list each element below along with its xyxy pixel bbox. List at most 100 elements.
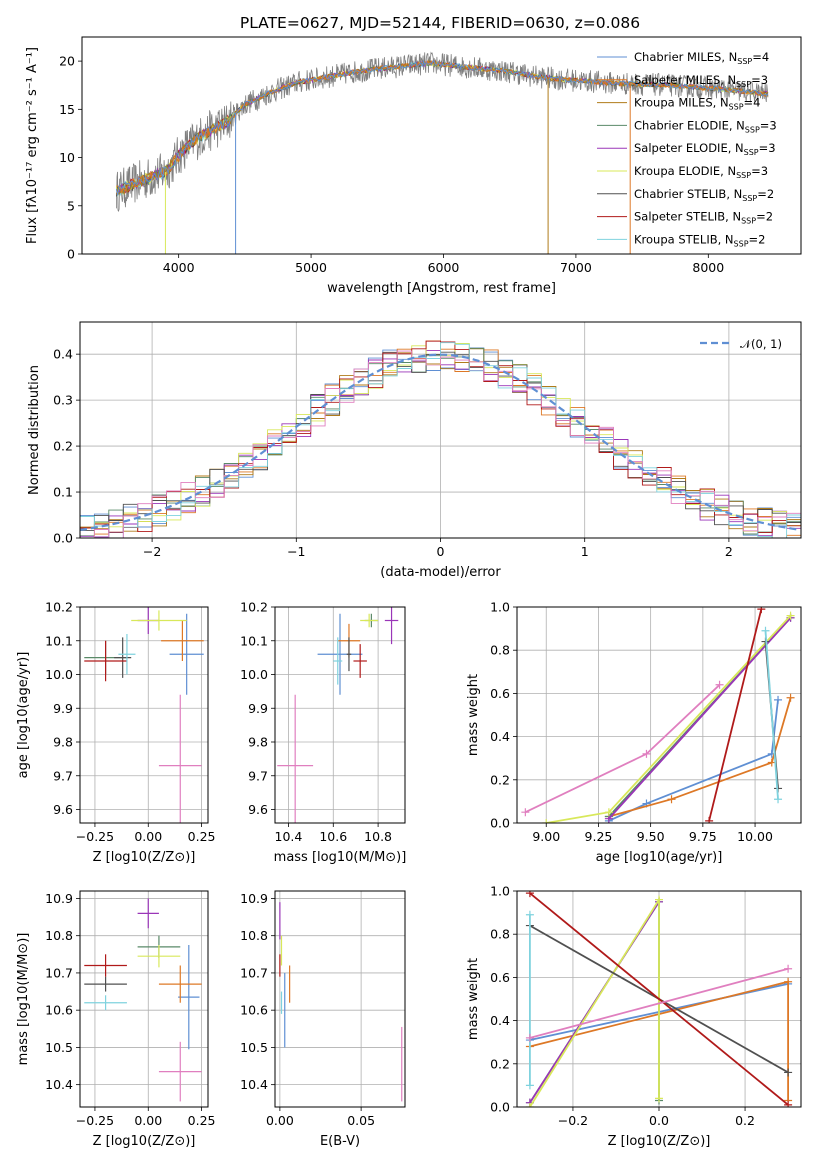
- weight-line: [708, 608, 763, 822]
- y-tick-label: 10.6: [240, 1003, 268, 1018]
- x-tick-label: 0.00: [134, 1113, 162, 1128]
- y-tick-label: 0.2: [490, 1056, 510, 1071]
- y-tick-label: 0: [67, 247, 75, 262]
- x-tick-label: 4000: [163, 260, 195, 275]
- plot-area: [521, 607, 795, 823]
- y-tick-label: 0.6: [490, 686, 510, 701]
- y-tick-label: 10.2: [45, 600, 73, 615]
- weight-marker: [521, 808, 530, 817]
- y-tick-label: 9.8: [248, 735, 268, 750]
- y-tick-label: 10: [59, 150, 75, 165]
- axes-frame: [79, 321, 802, 539]
- panel-mass-weight-vs-Z: −0.2 0.0 0.2 0.0 0.2 0.4 0.6 0.8 1.0 Z [log10(Z/Z…: [466, 884, 802, 1149]
- y-tick-label: 10.8: [45, 928, 73, 943]
- y-tick-label: 0.4: [490, 729, 510, 744]
- legend-label: Kroupa ELODIE, NSSP=3: [634, 164, 768, 180]
- y-tick-label: 0.3: [53, 393, 73, 408]
- y-axis-label: mass weight: [466, 958, 481, 1040]
- y-tick-label: 5: [67, 198, 75, 213]
- x-tick-label: 0.00: [134, 829, 162, 844]
- plot-area: [279, 902, 403, 1102]
- y-tick-label: 10.1: [45, 633, 73, 648]
- weight-marker: [642, 749, 651, 758]
- weight-line: [608, 617, 792, 820]
- weight-marker: [761, 626, 770, 635]
- axes-frame: [81, 36, 802, 255]
- weight-line: [546, 614, 792, 823]
- panel-residual-histogram: −2 −1 0 1 2 0.0 0.1 0.2 0.3 0.4 (data-model)/error…: [27, 321, 802, 580]
- weight-marker: [774, 695, 783, 704]
- panel-age-vs-Z: −0.25 0.00 0.25 9.6 9.7 9.8 9.9 10.0 10.1 10.2 Z […: [16, 600, 216, 866]
- x-axis-label: Z [log10(Z/Z⊙)]: [608, 1134, 711, 1149]
- x-tick-label: 0.00: [266, 1113, 294, 1128]
- x-tick-label: −2: [143, 544, 161, 559]
- y-tick-label: 10.1: [240, 633, 268, 648]
- x-axis-label: Z [log10(Z/Z⊙)]: [93, 1134, 196, 1149]
- y-tick-label: 10.4: [240, 1077, 268, 1092]
- plot-area: [84, 898, 202, 1102]
- axes-frame: [516, 890, 802, 1108]
- x-axis-label: E(B-V): [320, 1134, 360, 1149]
- y-tick-label: 20: [59, 54, 75, 69]
- gaussian-line: [80, 353, 799, 531]
- x-axis-label: Z [log10(Z/Z⊙)]: [93, 850, 196, 865]
- model-line: [115, 59, 769, 196]
- x-tick-label: 7000: [560, 260, 592, 275]
- figure-title: PLATE=0627, MJD=52144, FIBERID=0630, z=0…: [240, 14, 640, 32]
- x-tick-label: 0.25: [188, 1113, 216, 1128]
- x-tick-label: 9.75: [689, 829, 717, 844]
- y-tick-label: 9.7: [248, 768, 268, 783]
- weight-marker: [542, 819, 551, 823]
- y-tick-label: 9.6: [53, 802, 73, 817]
- x-tick-label: 1: [581, 544, 589, 559]
- y-tick-label: 10.6: [45, 1003, 73, 1018]
- weight-marker: [667, 795, 676, 804]
- x-axis-label: mass [log10(M/M⊙)]: [274, 850, 407, 865]
- y-tick-label: 9.6: [248, 802, 268, 817]
- weight-marker: [784, 964, 793, 973]
- weight-line: [764, 630, 779, 800]
- x-tick-label: 9.50: [637, 829, 665, 844]
- panel-mass-vs-Z: −0.25 0.00 0.25 10.4 10.5 10.6 10.7 10.8 10.9 Z […: [16, 890, 216, 1149]
- axes-frame: [274, 890, 406, 1108]
- panel-spectrum: 4000 5000 6000 7000 8000 0 5 10 15 20 wavelength […: [25, 36, 802, 296]
- y-tick-label: 10.7: [240, 965, 268, 980]
- y-tick-label: 10.4: [45, 1077, 73, 1092]
- x-tick-label: 8000: [692, 260, 724, 275]
- y-tick-label: 0.2: [490, 772, 510, 787]
- x-tick-label: 10.4: [275, 829, 303, 844]
- y-tick-label: 9.7: [53, 768, 73, 783]
- y-tick-label: 10.0: [240, 667, 268, 682]
- weight-marker: [757, 607, 766, 614]
- y-tick-label: 10.2: [240, 600, 268, 615]
- x-axis-label: wavelength [Angstrom, rest frame]: [327, 281, 556, 296]
- y-tick-label: 10.8: [240, 928, 268, 943]
- axes-frame: [79, 606, 209, 824]
- y-axis-label: mass [log10(M/M⊙)]: [16, 933, 31, 1066]
- y-tick-label: 0.8: [490, 927, 510, 942]
- axes-frame: [274, 606, 406, 824]
- plot-area: [84, 607, 204, 823]
- panel-mass-weight-vs-age: 9.00 9.25 9.50 9.75 10.00 0.0 0.2 0.4 0.6 0.8 1.0 a…: [466, 600, 802, 865]
- model-line: [116, 59, 769, 194]
- weight-marker: [715, 680, 724, 689]
- x-tick-label: −0.25: [76, 829, 114, 844]
- x-tick-label: 9.00: [532, 829, 560, 844]
- legend-label: Chabrier MILES, NSSP=4: [634, 50, 769, 66]
- x-axis-label: age [log10(age/yr)]: [596, 850, 723, 865]
- x-tick-label: −0.2: [558, 1113, 588, 1128]
- y-tick-label: 10.0: [45, 667, 73, 682]
- weight-marker: [705, 816, 714, 823]
- legend-label: Salpeter MILES, NSSP=3: [634, 73, 768, 89]
- y-axis-label: mass weight: [466, 674, 481, 756]
- weight-marker: [604, 808, 613, 817]
- histogram-legend: 𝒩(0, 1): [700, 337, 782, 351]
- x-tick-label: 0.25: [188, 829, 216, 844]
- legend-label: Kroupa MILES, NSSP=4: [634, 96, 760, 112]
- x-tick-label: 9.25: [585, 829, 613, 844]
- y-axis-label: Normed distribution: [27, 365, 42, 495]
- legend-label: Chabrier ELODIE, NSSP=3: [634, 118, 777, 134]
- y-axis-label: age [log10(age/yr)]: [16, 652, 31, 779]
- plot-area: [277, 607, 399, 823]
- x-tick-label: 10.00: [737, 829, 773, 844]
